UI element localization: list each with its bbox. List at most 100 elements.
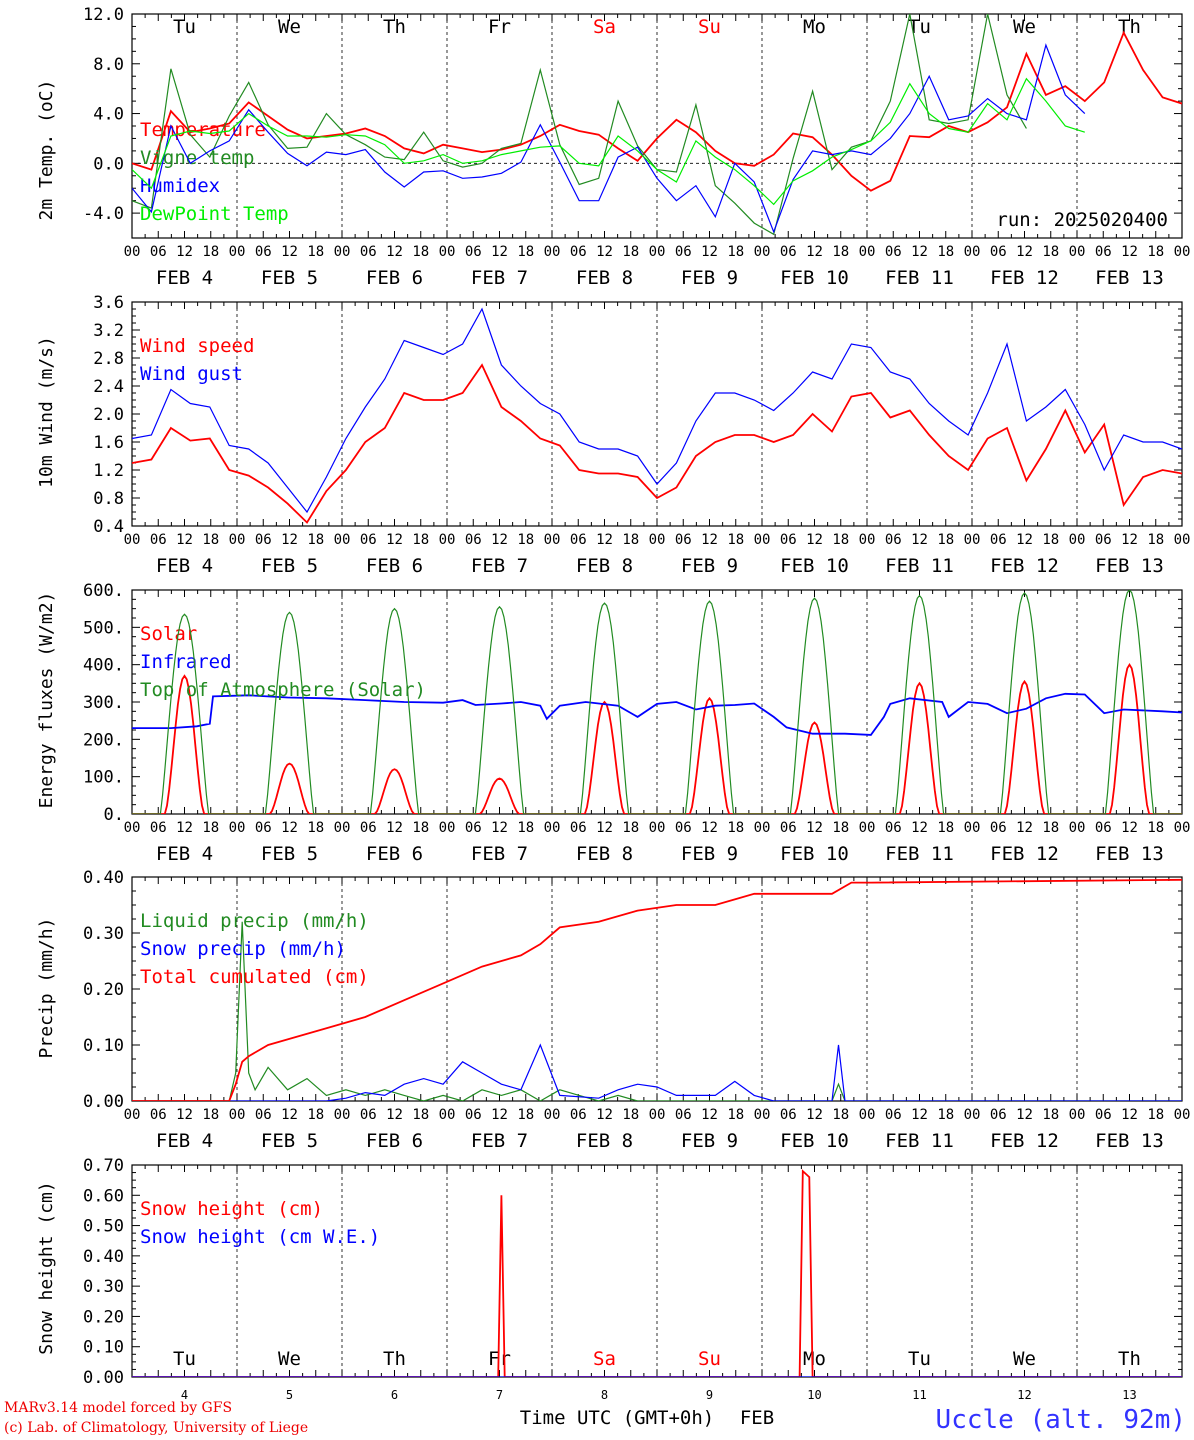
run-annotation: run: 2025020400	[996, 209, 1168, 231]
hour-tick-label: 00	[964, 532, 981, 548]
y-tick-label: 2.4	[93, 377, 124, 397]
hour-tick-label: 18	[1042, 1107, 1059, 1123]
series-line-red	[132, 363, 1182, 524]
date-label: FEB 11	[885, 843, 954, 865]
hour-tick-label: 12	[1121, 532, 1138, 548]
hour-tick-label: 06	[255, 244, 272, 260]
legend-entry: Liquid precip (mm/h)	[140, 910, 369, 932]
y-tick-label: 0.40	[83, 1247, 124, 1267]
hour-tick-label: 00	[334, 1107, 351, 1123]
y-tick-label: 0.30	[83, 924, 124, 944]
date-label: 5	[286, 1388, 293, 1402]
hour-tick-label: 18	[412, 820, 429, 836]
date-label: FEB 5	[261, 267, 318, 289]
hour-tick-label: 06	[1095, 532, 1112, 548]
hour-tick-label: 00	[649, 532, 666, 548]
hour-tick-label: 06	[675, 244, 692, 260]
hour-tick-label: 06	[570, 1107, 587, 1123]
y-tick-label: 0.20	[83, 1307, 124, 1327]
day-label: Tu	[908, 16, 931, 38]
hour-tick-label: 00	[649, 820, 666, 836]
hour-tick-label: 12	[911, 244, 928, 260]
hour-tick-label: 00	[544, 820, 561, 836]
hour-tick-label: 18	[622, 1107, 639, 1123]
hour-tick-label: 06	[465, 532, 482, 548]
legend-entry: Humidex	[140, 175, 220, 197]
legend-entry: Total cumulated (cm)	[140, 966, 369, 988]
hour-tick-label: 06	[675, 1107, 692, 1123]
date-label: 4	[181, 1388, 188, 1402]
date-label: FEB 11	[885, 267, 954, 289]
date-label: FEB 9	[681, 267, 738, 289]
plot-frame	[131, 589, 1183, 815]
y-tick-label: 3.6	[93, 293, 124, 313]
day-label: Tu	[173, 1348, 196, 1370]
hour-tick-label: 00	[859, 1107, 876, 1123]
x-axis-month: FEB	[740, 1407, 774, 1429]
y-axis-label: Energy fluxes (W/m2)	[36, 592, 57, 809]
hour-tick-label: 18	[202, 244, 219, 260]
day-label: Sa	[593, 16, 616, 38]
hour-tick-label: 06	[885, 1107, 902, 1123]
station-label: Uccle (alt. 92m)	[936, 1405, 1186, 1435]
hour-tick-label: 00	[229, 244, 246, 260]
y-tick-label: 300.	[83, 693, 124, 713]
hour-tick-label: 12	[491, 532, 508, 548]
day-label: We	[1013, 16, 1036, 38]
date-label: FEB 4	[156, 843, 213, 865]
hour-tick-label: 00	[964, 1107, 981, 1123]
date-label: FEB 8	[576, 555, 633, 577]
day-label: Sa	[593, 1348, 616, 1370]
hour-tick-label: 00	[1174, 820, 1191, 836]
hour-tick-label: 18	[307, 244, 324, 260]
hour-tick-label: 00	[544, 1107, 561, 1123]
panel-temperature: 12.0 8.0 4.0 0.0 -4.0 2m Temp. (oC) 00 06 12 18 00…	[36, 5, 1190, 289]
hour-tick-label: 06	[675, 532, 692, 548]
hour-tick-label: 18	[832, 820, 849, 836]
y-tick-label: 100.	[83, 768, 124, 788]
hour-tick-label: 00	[754, 532, 771, 548]
date-label: 9	[706, 1388, 713, 1402]
day-label: Su	[698, 1348, 721, 1370]
date-label: FEB 5	[261, 843, 318, 865]
series-line-green	[132, 590, 1182, 814]
hour-tick-label: 06	[465, 820, 482, 836]
date-label: FEB 10	[780, 555, 849, 577]
hour-tick-label: 12	[701, 532, 718, 548]
y-tick-label: 0.00	[83, 1368, 124, 1388]
hour-tick-label: 12	[491, 244, 508, 260]
day-label: Su	[698, 16, 721, 38]
hour-tick-label: 00	[439, 532, 456, 548]
y-tick-label: 8.0	[93, 55, 124, 75]
y-tick-label: 200.	[83, 730, 124, 750]
legend-entry: Top of Atmosphere (Solar)	[140, 679, 426, 701]
series-line-red	[132, 1169, 1182, 1377]
series-line-blue	[132, 692, 1182, 736]
credit-line: (c) Lab. of Climatology, University of L…	[4, 1420, 308, 1436]
day-label: We	[278, 16, 301, 38]
hour-tick-label: 00	[859, 532, 876, 548]
date-label: FEB 12	[990, 843, 1059, 865]
hour-tick-label: 06	[150, 532, 167, 548]
hour-tick-label: 12	[911, 532, 928, 548]
series-line-red	[132, 30, 1182, 192]
hour-tick-label: 18	[937, 1107, 954, 1123]
y-axis-label: 10m Wind (m/s)	[36, 336, 57, 488]
y-tick-label: 0.0	[93, 154, 124, 174]
hour-tick-label: 18	[727, 244, 744, 260]
y-tick-label: 0.10	[83, 1036, 124, 1056]
hour-tick-label: 06	[255, 532, 272, 548]
y-tick-label: 2.8	[93, 349, 124, 369]
y-tick-label: 0.40	[83, 868, 124, 888]
hour-tick-label: 18	[727, 1107, 744, 1123]
hour-tick-label: 00	[859, 244, 876, 260]
hour-tick-label: 06	[150, 244, 167, 260]
legend-entry: Snow height (cm W.E.)	[140, 1226, 380, 1248]
hour-tick-label: 06	[150, 1107, 167, 1123]
hour-tick-label: 18	[832, 244, 849, 260]
hour-tick-label: 00	[1174, 1107, 1191, 1123]
hour-tick-label: 00	[1069, 532, 1086, 548]
date-label: FEB 7	[471, 1130, 528, 1152]
hour-tick-label: 12	[701, 820, 718, 836]
hour-tick-label: 18	[517, 532, 534, 548]
